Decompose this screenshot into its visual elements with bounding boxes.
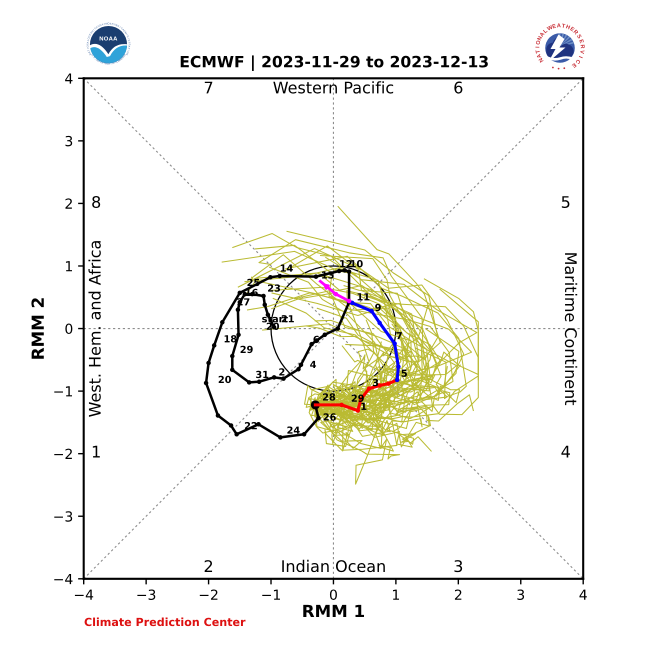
svg-text:N: N <box>91 30 95 33</box>
svg-text:M: M <box>117 59 120 63</box>
svg-text:C: C <box>120 27 123 31</box>
svg-text:E: E <box>89 33 93 36</box>
svg-text:.: . <box>91 55 94 58</box>
svg-text:S: S <box>127 39 130 42</box>
svg-text:N: N <box>538 57 545 64</box>
svg-text:H: H <box>113 23 116 26</box>
svg-text:A: A <box>90 31 94 34</box>
svg-text:R: R <box>121 56 125 59</box>
svg-text:E: E <box>569 26 576 33</box>
svg-text:NOAA: NOAA <box>99 37 118 43</box>
svg-text:T: T <box>535 49 542 54</box>
svg-text:W: W <box>546 25 554 33</box>
svg-text:L: L <box>542 28 549 35</box>
svg-text:I: I <box>535 46 541 48</box>
svg-text:E: E <box>120 57 124 61</box>
svg-text:I: I <box>93 28 96 31</box>
svg-text:E: E <box>552 24 557 31</box>
svg-text:R: R <box>128 44 131 46</box>
svg-text:C: C <box>115 61 118 65</box>
svg-text:U: U <box>90 53 94 56</box>
svg-text:T: T <box>110 62 112 65</box>
svg-text:E: E <box>123 53 127 56</box>
svg-text:T: T <box>561 23 566 30</box>
svg-text:P: P <box>111 23 114 26</box>
svg-text:S: S <box>110 22 112 25</box>
svg-text:T: T <box>103 62 106 65</box>
svg-text:S: S <box>92 56 96 59</box>
svg-text:N: N <box>86 43 89 45</box>
svg-text:R: R <box>572 29 579 36</box>
svg-text:A: A <box>86 41 89 43</box>
svg-text:I: I <box>119 26 122 29</box>
svg-text:E: E <box>115 24 118 28</box>
svg-text:O: O <box>108 22 110 25</box>
svg-text:R: R <box>117 25 120 29</box>
svg-text:O: O <box>116 60 119 64</box>
svg-text:A: A <box>100 61 103 65</box>
svg-text:M: M <box>119 58 122 62</box>
svg-text:D: D <box>95 58 98 62</box>
svg-text:T: T <box>87 49 90 52</box>
svg-text:A: A <box>96 25 99 29</box>
svg-text:O: O <box>87 37 90 40</box>
svg-text:R: R <box>579 44 585 48</box>
svg-text:M: M <box>105 62 107 65</box>
svg-text:V: V <box>578 49 585 54</box>
svg-text:P: P <box>98 60 101 64</box>
svg-text:O: O <box>126 51 130 54</box>
svg-text:L: L <box>87 39 90 42</box>
svg-text:N: N <box>126 35 130 38</box>
svg-text:T: T <box>127 47 130 50</box>
svg-text:E: E <box>570 61 577 68</box>
svg-text:D: D <box>99 24 102 28</box>
svg-text:M: M <box>124 31 128 34</box>
svg-text:C: C <box>574 58 581 65</box>
svg-text:A: A <box>536 53 543 59</box>
svg-text:N: N <box>537 36 544 42</box>
svg-text:N: N <box>88 52 92 55</box>
svg-text:S: S <box>575 34 582 41</box>
svg-text:I: I <box>127 38 130 40</box>
svg-text:T: T <box>127 42 130 44</box>
svg-text:C: C <box>88 35 92 38</box>
svg-text:F: F <box>113 61 116 64</box>
svg-text:E: E <box>96 59 99 63</box>
svg-text:O: O <box>86 45 89 47</box>
svg-text:.: . <box>94 58 97 61</box>
svg-text:M: M <box>105 22 107 25</box>
svg-text:D: D <box>123 30 127 33</box>
svg-text:E: E <box>577 39 584 45</box>
svg-text:N: N <box>108 63 110 66</box>
svg-text:I: I <box>87 48 90 50</box>
svg-text:A: A <box>557 23 561 29</box>
svg-text:A: A <box>539 31 546 38</box>
svg-text:A: A <box>127 46 130 48</box>
svg-text:O: O <box>535 39 542 45</box>
svg-text:N: N <box>97 24 100 28</box>
svg-text:A: A <box>121 28 125 32</box>
svg-text:A: A <box>88 51 92 54</box>
svg-text:R: R <box>101 61 104 64</box>
svg-text:N: N <box>125 53 129 56</box>
svg-text:C: C <box>94 27 97 31</box>
svg-text:C: C <box>122 54 126 57</box>
svg-text:H: H <box>565 24 571 31</box>
svg-text:I: I <box>577 55 583 59</box>
svg-text:I: I <box>125 34 128 36</box>
svg-text:A: A <box>101 23 104 26</box>
svg-text:I: I <box>127 50 130 52</box>
svg-text:E: E <box>107 63 109 66</box>
svg-text:T: T <box>103 23 106 26</box>
svg-text:O: O <box>112 62 115 65</box>
